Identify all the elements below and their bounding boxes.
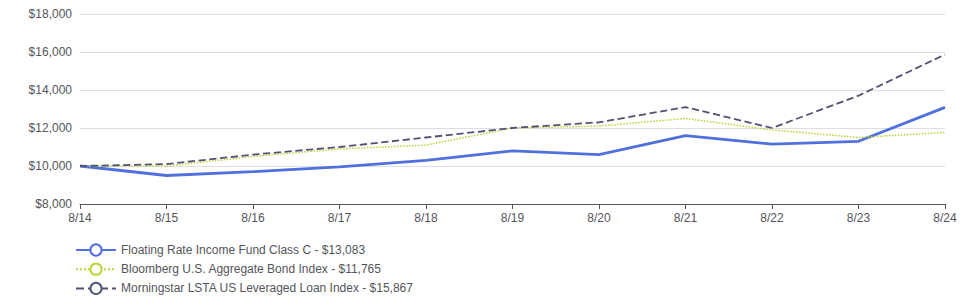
svg-text:$10,000: $10,000	[29, 159, 73, 173]
svg-text:8/20: 8/20	[587, 211, 611, 225]
svg-text:8/23: 8/23	[847, 211, 871, 225]
svg-text:Bloomberg U.S. Aggregate Bond: Bloomberg U.S. Aggregate Bond Index - $1…	[121, 262, 381, 276]
svg-text:8/21: 8/21	[674, 211, 698, 225]
svg-text:Floating Rate Income Fund Clas: Floating Rate Income Fund Class C - $13,…	[121, 243, 365, 257]
svg-text:$8,000: $8,000	[35, 197, 72, 211]
svg-text:8/19: 8/19	[501, 211, 525, 225]
svg-text:$14,000: $14,000	[29, 83, 73, 97]
svg-text:8/17: 8/17	[328, 211, 352, 225]
svg-text:8/18: 8/18	[414, 211, 438, 225]
svg-text:$16,000: $16,000	[29, 45, 73, 59]
svg-text:8/16: 8/16	[241, 211, 265, 225]
svg-text:8/24: 8/24	[933, 211, 957, 225]
svg-text:8/15: 8/15	[155, 211, 179, 225]
svg-text:$18,000: $18,000	[29, 7, 73, 21]
svg-text:8/14: 8/14	[68, 211, 92, 225]
svg-text:Morningstar LSTA US Leveraged: Morningstar LSTA US Leveraged Loan Index…	[121, 281, 413, 295]
svg-text:8/22: 8/22	[760, 211, 784, 225]
svg-text:$12,000: $12,000	[29, 121, 73, 135]
